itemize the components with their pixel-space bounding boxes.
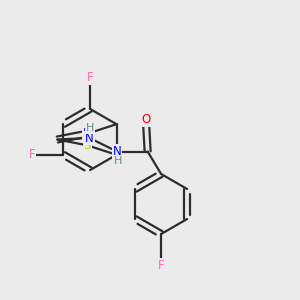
Text: H: H bbox=[86, 123, 94, 134]
Text: F: F bbox=[87, 71, 93, 84]
Text: N: N bbox=[113, 145, 122, 158]
Text: N: N bbox=[83, 127, 92, 140]
Text: H: H bbox=[113, 156, 122, 166]
Text: S: S bbox=[84, 139, 91, 152]
Text: N: N bbox=[85, 131, 94, 145]
Text: F: F bbox=[28, 148, 35, 161]
Text: O: O bbox=[142, 113, 151, 126]
Text: F: F bbox=[158, 259, 164, 272]
